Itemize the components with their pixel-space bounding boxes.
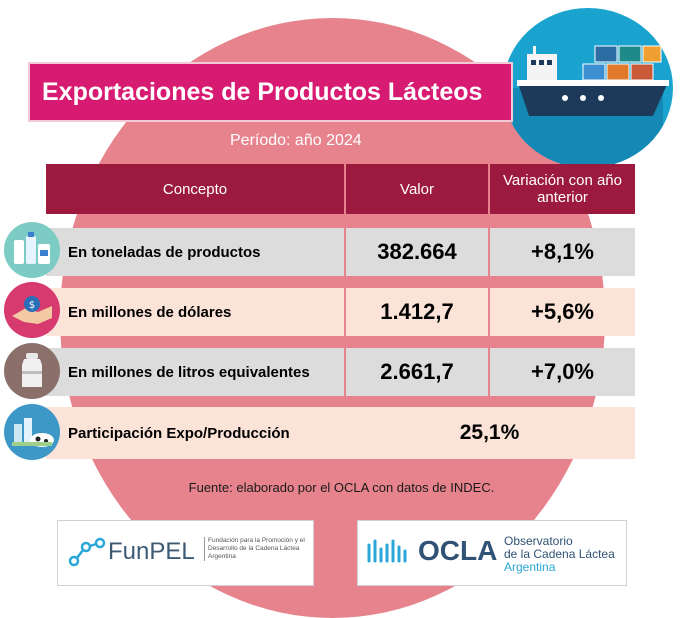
row-label-dolares: En millones de dólares: [46, 288, 344, 336]
source-note: Fuente: elaborado por el OCLA con datos …: [188, 480, 495, 495]
money-handshake-icon: $: [4, 282, 60, 338]
header-valor: Valor: [346, 164, 488, 214]
row-value-dolares: 1.412,7: [346, 288, 488, 336]
participation-label: Participación Expo/Producción: [46, 407, 344, 459]
ocla-logo: OCLA Observatorio de la Cadena Láctea Ar…: [357, 520, 627, 586]
funpel-name: FunPEL: [108, 538, 195, 565]
header-variacion: Variación con año anterior: [490, 164, 635, 214]
period-text: Período: año 2024: [230, 132, 362, 149]
ocla-name: OCLA: [418, 535, 498, 566]
ocla-line1: Observatorio: [504, 534, 573, 548]
ocla-line2: de la Cadena Láctea: [504, 547, 615, 561]
row-change-litros: +7,0%: [490, 348, 635, 396]
row-label-litros: En millones de litros equivalentes: [46, 348, 344, 396]
row-value-toneladas: 382.664: [346, 228, 488, 276]
svg-text:$: $: [29, 300, 35, 311]
page-title: Exportaciones de Productos Lácteos: [28, 62, 513, 122]
header-concepto: Concepto: [46, 164, 344, 214]
ocla-line3: Argentina: [504, 560, 556, 574]
row-change-toneladas: +8,1%: [490, 228, 635, 276]
row-label-toneladas: En toneladas de productos: [46, 228, 344, 276]
row-value-litros: 2.661,7: [346, 348, 488, 396]
title-text: Exportaciones de Productos Lácteos: [42, 77, 483, 106]
dairy-farm-icon: [4, 404, 60, 460]
row-change-dolares: +5,6%: [490, 288, 635, 336]
funpel-tagline: Fundación para la Promoción y el Desarro…: [204, 537, 312, 561]
milk-can-icon: [4, 343, 60, 399]
participation-value: 25,1%: [344, 407, 635, 459]
funpel-logo: FunPEL Fundación para la Promoción y el …: [57, 520, 314, 586]
cargo-ship-icon: [503, 8, 673, 168]
dairy-products-icon: [4, 222, 60, 278]
